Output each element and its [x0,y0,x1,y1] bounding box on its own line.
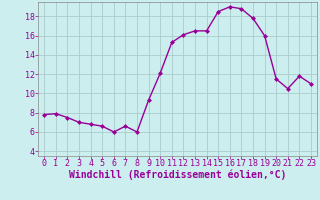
X-axis label: Windchill (Refroidissement éolien,°C): Windchill (Refroidissement éolien,°C) [69,170,286,180]
